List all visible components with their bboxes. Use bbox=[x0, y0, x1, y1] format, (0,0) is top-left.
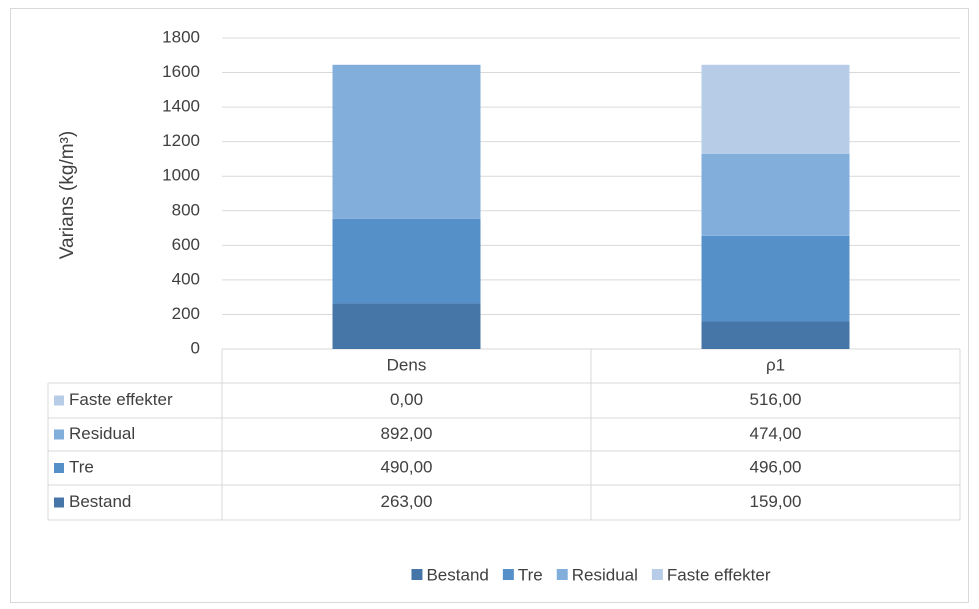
y-tick-label: 600 bbox=[172, 235, 200, 254]
x-tick-label: ρ1 bbox=[766, 355, 785, 374]
y-tick-label: 1000 bbox=[162, 166, 200, 185]
y-tick-label: 0 bbox=[191, 338, 200, 357]
y-tick-label: 1200 bbox=[162, 131, 200, 150]
y-tick-label: 200 bbox=[172, 304, 200, 323]
legend-key bbox=[411, 569, 423, 580]
table-value: 474,00 bbox=[750, 424, 802, 443]
bar-segment bbox=[701, 64, 850, 154]
legend-key bbox=[556, 569, 568, 580]
x-tick-label: Dens bbox=[387, 355, 427, 374]
bar-segment bbox=[332, 303, 481, 349]
y-tick-label: 400 bbox=[172, 269, 200, 288]
bar-segment bbox=[332, 218, 481, 304]
table-value: 516,00 bbox=[750, 390, 802, 409]
table-key bbox=[54, 463, 64, 473]
legend-label: Bestand bbox=[426, 565, 488, 584]
table-key bbox=[54, 429, 64, 440]
y-tick-label: 1600 bbox=[162, 62, 200, 81]
bar-segment bbox=[701, 321, 850, 349]
table-key bbox=[54, 395, 64, 406]
y-tick-label: 1400 bbox=[162, 97, 200, 116]
table-value: 892,00 bbox=[381, 424, 433, 443]
bar-segment bbox=[332, 64, 481, 219]
table-value: 263,00 bbox=[381, 492, 433, 511]
legend-key bbox=[502, 569, 514, 580]
table-key bbox=[54, 497, 64, 508]
table-value: 159,00 bbox=[750, 492, 802, 511]
legend-label: Residual bbox=[572, 565, 638, 584]
table-row-label: Faste effekter bbox=[69, 390, 173, 409]
table-value: 0,00 bbox=[390, 390, 423, 409]
y-tick-label: 800 bbox=[172, 200, 200, 219]
y-tick-label: 1800 bbox=[162, 27, 200, 46]
table-value: 496,00 bbox=[750, 457, 802, 476]
legend-key bbox=[651, 569, 663, 580]
bar-segment bbox=[701, 235, 850, 322]
legend-label: Faste effekter bbox=[667, 565, 771, 584]
bar-segment bbox=[701, 153, 850, 236]
table-row-label: Residual bbox=[69, 424, 135, 443]
table-value: 490,00 bbox=[381, 457, 433, 476]
table-row-label: Bestand bbox=[69, 492, 131, 511]
legend-label: Tre bbox=[518, 565, 543, 584]
table-row-label: Tre bbox=[69, 457, 94, 476]
y-axis-label: Varians (kg/m³) bbox=[57, 131, 78, 259]
